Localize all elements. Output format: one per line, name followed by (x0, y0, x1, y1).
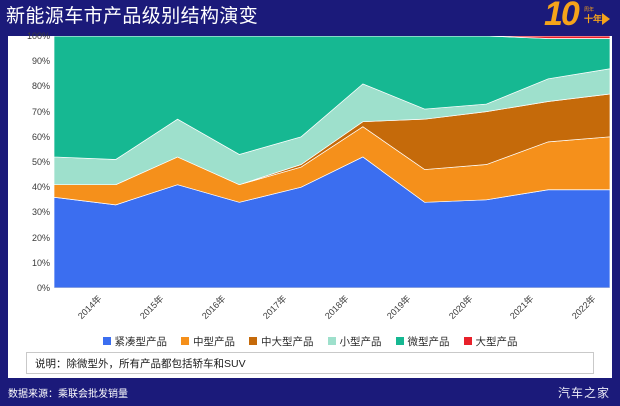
x-axis-tick: 2022年 (570, 293, 598, 322)
x-axis-tick: 2021年 (508, 293, 536, 322)
legend-swatch-icon (395, 337, 404, 345)
y-axis-tick: 100% (26, 31, 50, 41)
legend-label: 微型产品 (407, 335, 450, 348)
y-axis-tick: 70% (31, 106, 50, 117)
legend-item[interactable]: 大型产品 (463, 334, 518, 349)
chart-card: 0% 10% 20% 30% 40% 50% 60% 70% 80% 90% 100% 2014年 2… (8, 31, 612, 378)
logo-number: 10 (544, 0, 580, 33)
legend-item[interactable]: 小型产品 (327, 334, 382, 349)
logo-tail: 十年 (584, 14, 603, 24)
page-title: 新能源车市产品级别结构演变 (6, 6, 259, 27)
legend-label: 小型产品 (339, 335, 382, 348)
legend-item[interactable]: 紧凑型产品 (102, 334, 168, 349)
logo-sub: 周年 (584, 7, 595, 13)
legend-label: 中型产品 (193, 335, 235, 348)
brand-watermark: 汽车之家 (557, 386, 610, 400)
legend-label: 大型产品 (475, 335, 518, 348)
legend-swatch-icon (102, 337, 111, 345)
legend-swatch-icon (327, 337, 336, 345)
x-axis-tick: 2017年 (261, 293, 289, 322)
y-axis-tick: 80% (31, 81, 50, 92)
footer-bar: 数据来源：乘联会批发销量 汽车之家 (0, 378, 620, 406)
note-box: 说明：除微型外，所有产品都包括轿车和SUV (26, 352, 594, 374)
x-axis-tick: 2016年 (199, 293, 228, 322)
y-axis: 0% 10% 20% 30% 40% 50% 60% 70% 80% 90% 100% (8, 31, 54, 293)
logo-arrow-icon (602, 13, 610, 25)
x-axis-tick: 2015年 (137, 293, 166, 322)
anniversary-logo: 10 周年 十年 (540, 0, 616, 36)
stacked-area-plot (54, 36, 610, 288)
y-axis-tick: 60% (31, 131, 50, 142)
x-axis-tick: 2019年 (384, 293, 413, 322)
x-axis: 2014年 2015年 2016年 2017年 2018年 2019年 2020年 2021年… (54, 288, 610, 330)
x-axis-tick: 2014年 (75, 293, 104, 322)
y-axis-tick: 50% (31, 157, 50, 167)
y-axis-tick: 10% (31, 257, 50, 268)
x-axis-tick: 2018年 (323, 293, 351, 322)
legend-item[interactable]: 中大型产品 (249, 334, 314, 349)
legend-swatch-icon (249, 337, 257, 345)
header-bar: 新能源车市产品级别结构演变 10 周年 十年 (0, 0, 620, 36)
legend-swatch-icon (463, 337, 472, 345)
y-axis-tick: 20% (31, 232, 50, 243)
data-source-label: 数据来源：乘联会批发销量 (8, 389, 128, 400)
chart-legend: 紧凑型产品 中型产品 中大型产品 小型产品 微型产品 大型产品 (8, 331, 612, 351)
y-axis-tick: 40% (31, 182, 50, 193)
area-chart-svg (54, 36, 610, 288)
legend-item[interactable]: 中型产品 (181, 334, 235, 349)
y-axis-tick: 30% (31, 207, 50, 218)
legend-swatch-icon (181, 337, 189, 345)
area-series-大型产品 (54, 36, 610, 39)
legend-label: 紧凑型产品 (114, 335, 168, 348)
legend-label: 中大型产品 (261, 335, 314, 348)
note-text: 说明：除微型外，所有产品都包括轿车和SUV (35, 358, 246, 370)
x-axis-tick: 2020年 (446, 293, 475, 322)
legend-item[interactable]: 微型产品 (395, 334, 450, 349)
y-axis-tick: 0% (36, 283, 50, 293)
plot-wrapper: 0% 10% 20% 30% 40% 50% 60% 70% 80% 90% 100% (8, 31, 612, 293)
area-series-微型产品 (54, 36, 610, 160)
y-axis-tick: 90% (31, 56, 50, 67)
